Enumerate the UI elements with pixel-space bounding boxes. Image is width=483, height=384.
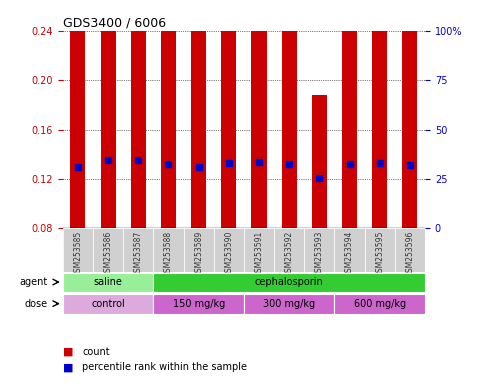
- Text: 600 mg/kg: 600 mg/kg: [354, 299, 406, 309]
- Text: agent: agent: [19, 277, 48, 287]
- FancyBboxPatch shape: [244, 295, 335, 314]
- FancyBboxPatch shape: [213, 228, 244, 271]
- FancyBboxPatch shape: [93, 228, 123, 271]
- Text: GSM253587: GSM253587: [134, 230, 143, 277]
- Text: GSM253585: GSM253585: [73, 230, 83, 277]
- FancyBboxPatch shape: [154, 273, 425, 292]
- FancyBboxPatch shape: [304, 228, 334, 271]
- Text: GSM253595: GSM253595: [375, 230, 384, 277]
- Text: GSM253590: GSM253590: [224, 230, 233, 277]
- Bar: [191, 31, 206, 228]
- Bar: [131, 0, 146, 228]
- Bar: [312, 95, 327, 228]
- FancyBboxPatch shape: [63, 295, 154, 314]
- Text: GSM253586: GSM253586: [103, 230, 113, 277]
- Bar: [372, 0, 387, 228]
- Text: GSM253593: GSM253593: [315, 230, 324, 277]
- FancyBboxPatch shape: [123, 228, 154, 271]
- FancyBboxPatch shape: [244, 228, 274, 271]
- Text: saline: saline: [94, 277, 123, 287]
- Bar: [402, 12, 417, 228]
- Text: GSM253591: GSM253591: [255, 230, 264, 277]
- Text: dose: dose: [25, 299, 48, 309]
- FancyBboxPatch shape: [154, 295, 244, 314]
- Text: ■: ■: [63, 347, 73, 357]
- FancyBboxPatch shape: [334, 228, 365, 271]
- Text: control: control: [91, 299, 125, 309]
- Text: GSM253594: GSM253594: [345, 230, 354, 277]
- Bar: [161, 0, 176, 228]
- Bar: [342, 25, 357, 228]
- Text: GSM253589: GSM253589: [194, 230, 203, 277]
- Text: GSM253588: GSM253588: [164, 230, 173, 277]
- Text: 300 mg/kg: 300 mg/kg: [263, 299, 315, 309]
- Bar: [221, 0, 236, 228]
- FancyBboxPatch shape: [63, 228, 93, 271]
- Text: GDS3400 / 6006: GDS3400 / 6006: [63, 17, 166, 30]
- FancyBboxPatch shape: [63, 273, 154, 292]
- FancyBboxPatch shape: [395, 228, 425, 271]
- FancyBboxPatch shape: [184, 228, 213, 271]
- Bar: [252, 0, 267, 228]
- FancyBboxPatch shape: [365, 228, 395, 271]
- FancyBboxPatch shape: [335, 295, 425, 314]
- Text: GSM253592: GSM253592: [284, 230, 294, 277]
- Bar: [100, 0, 115, 228]
- Text: GSM253596: GSM253596: [405, 230, 414, 277]
- Text: 150 mg/kg: 150 mg/kg: [172, 299, 225, 309]
- Bar: [282, 0, 297, 228]
- Text: cephalosporin: cephalosporin: [255, 277, 324, 287]
- FancyBboxPatch shape: [274, 228, 304, 271]
- Text: count: count: [82, 347, 110, 357]
- Text: percentile rank within the sample: percentile rank within the sample: [82, 362, 247, 372]
- Bar: [71, 12, 85, 228]
- Text: ■: ■: [63, 362, 73, 372]
- FancyBboxPatch shape: [154, 228, 184, 271]
